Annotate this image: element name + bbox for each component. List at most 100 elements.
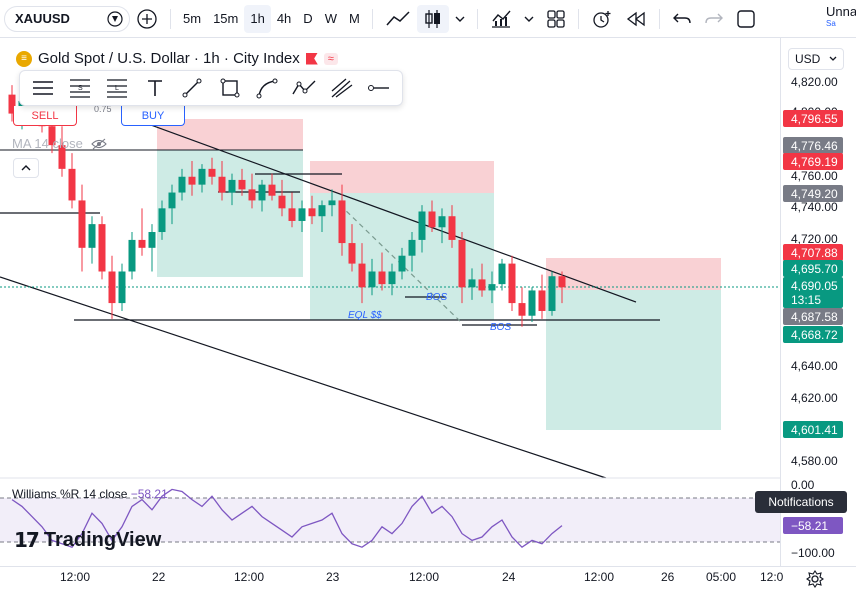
legend-title: Gold Spot / U.S. Dollar · 1h · City Inde… xyxy=(38,50,300,67)
curve-tool[interactable] xyxy=(253,74,281,102)
candle-body xyxy=(318,205,326,217)
market-flag-icon xyxy=(305,52,318,65)
buy-lines-tool[interactable]: L xyxy=(103,74,131,102)
interval-15m[interactable]: 15m xyxy=(213,11,239,26)
time-tick: 12:00 xyxy=(234,570,265,584)
candle-body xyxy=(328,200,336,206)
candle-body xyxy=(248,189,256,201)
candle-body xyxy=(388,271,396,285)
svg-text:L: L xyxy=(115,85,119,92)
indicators-icon xyxy=(491,10,511,28)
collapse-legend-button[interactable] xyxy=(13,158,39,178)
chevron-down-icon xyxy=(455,16,465,22)
price-tick: 4,820.00 xyxy=(791,75,838,89)
separator xyxy=(577,8,579,29)
add-symbol-button[interactable] xyxy=(130,5,164,33)
price-tick: 4,760.00 xyxy=(791,169,838,183)
price-tick: 4,640.00 xyxy=(791,359,838,373)
candle-body xyxy=(408,239,416,256)
separator xyxy=(170,8,171,29)
price-scale[interactable]: 4,820.004,800.004,760.004,740.004,720.00… xyxy=(780,38,856,566)
buy-button[interactable]: BUY xyxy=(121,106,185,126)
replay-button[interactable] xyxy=(619,5,653,33)
rectangle-tool[interactable] xyxy=(216,74,244,102)
pitchfork-tool[interactable] xyxy=(328,74,356,102)
layout-button[interactable] xyxy=(540,5,572,33)
interval-m[interactable]: M xyxy=(348,11,360,26)
time-tick: 12:00 xyxy=(409,570,440,584)
curve-icon xyxy=(256,78,278,99)
fullscreen-button[interactable] xyxy=(730,5,762,33)
candle-body xyxy=(488,284,496,291)
sell-button[interactable]: SELL xyxy=(13,106,77,126)
separator xyxy=(371,8,373,29)
candle-body xyxy=(78,200,86,248)
candle-body xyxy=(278,195,286,209)
interval-w[interactable]: W xyxy=(324,11,337,26)
candle-body xyxy=(448,216,456,240)
candles-button[interactable] xyxy=(416,4,449,33)
text-icon xyxy=(147,80,162,96)
price-chart[interactable]: BOS BOS EQL $$ xyxy=(0,38,780,566)
path-tool[interactable] xyxy=(290,74,318,102)
price-badge: 4,776.46 xyxy=(783,137,843,154)
price-badge: 13:15 xyxy=(783,291,843,308)
price-tick: 4,740.00 xyxy=(791,200,838,214)
line-style-button[interactable] xyxy=(379,5,417,33)
candle-body xyxy=(308,208,316,217)
interval-d[interactable]: D xyxy=(303,11,313,26)
bos-label: BOS xyxy=(490,322,511,333)
price-badge: 4,695.70 xyxy=(783,260,843,277)
chart-annotations: BOS BOS EQL $$ xyxy=(348,292,511,333)
symbol-legend[interactable]: ≡ Gold Spot / U.S. Dollar · 1h · City In… xyxy=(12,49,342,68)
candle-body xyxy=(508,263,516,304)
settings-icon[interactable] xyxy=(806,570,824,588)
interval-4h[interactable]: 4h xyxy=(276,11,292,26)
replay-icon xyxy=(626,11,645,26)
pitchfork-icon xyxy=(331,78,353,98)
sell-lines-tool[interactable]: S xyxy=(66,74,94,102)
candle-body xyxy=(268,184,276,196)
horizontal-ray-tool[interactable] xyxy=(365,74,393,102)
menu-tool[interactable] xyxy=(29,74,57,102)
candle-body xyxy=(348,243,356,264)
interval-1h[interactable]: 1h xyxy=(244,4,271,33)
hidden-eye-icon[interactable] xyxy=(91,138,107,150)
text-tool[interactable] xyxy=(141,74,169,102)
trendline-tool[interactable] xyxy=(178,74,206,102)
interval-5m[interactable]: 5m xyxy=(183,11,202,26)
undo-button[interactable] xyxy=(666,5,698,33)
candle-body xyxy=(258,184,266,201)
candle-body xyxy=(148,232,156,248)
ma-indicator-label[interactable]: MA 14 close xyxy=(12,136,107,151)
wr-params: 14 close xyxy=(82,487,128,501)
bos-label: BOS xyxy=(426,292,447,303)
price-tick: 4,620.00 xyxy=(791,391,838,405)
indicators-dropdown[interactable] xyxy=(518,5,540,33)
ma-label-text: MA 14 close xyxy=(12,136,83,151)
layout-icon xyxy=(547,9,565,28)
path-icon xyxy=(292,80,316,95)
williams-r-legend[interactable]: Williams %R 14 close −58.21 xyxy=(12,487,168,501)
buy-lines-icon: L xyxy=(107,79,128,98)
time-tick: 12:00 xyxy=(584,570,615,584)
currency-select[interactable]: USD xyxy=(788,48,844,70)
price-badge: 4,796.55 xyxy=(783,110,843,127)
notifications-tooltip[interactable]: Notifications xyxy=(755,491,847,513)
price-badge: 4,601.41 xyxy=(783,421,843,438)
time-axis[interactable]: 12:00 22 12:00 23 12:00 24 12:00 26 05:00 12:0 xyxy=(0,566,856,600)
symbol-search[interactable]: XAUUSD xyxy=(4,5,130,32)
flag-icon[interactable] xyxy=(107,10,123,27)
user-menu[interactable]: Unna Sa xyxy=(826,4,856,28)
wr-line xyxy=(11,488,563,549)
candle-body xyxy=(198,168,206,185)
redo-button[interactable] xyxy=(698,5,730,33)
trade-zones xyxy=(157,119,721,430)
chevron-up-icon xyxy=(21,165,31,171)
chart-type-dropdown[interactable] xyxy=(449,5,471,33)
candle-body xyxy=(8,94,16,114)
indicators-button[interactable] xyxy=(484,5,518,33)
tradingview-logo[interactable]: 17 TradingView xyxy=(14,528,161,552)
candle-body xyxy=(298,208,306,221)
alert-button[interactable] xyxy=(585,5,619,33)
